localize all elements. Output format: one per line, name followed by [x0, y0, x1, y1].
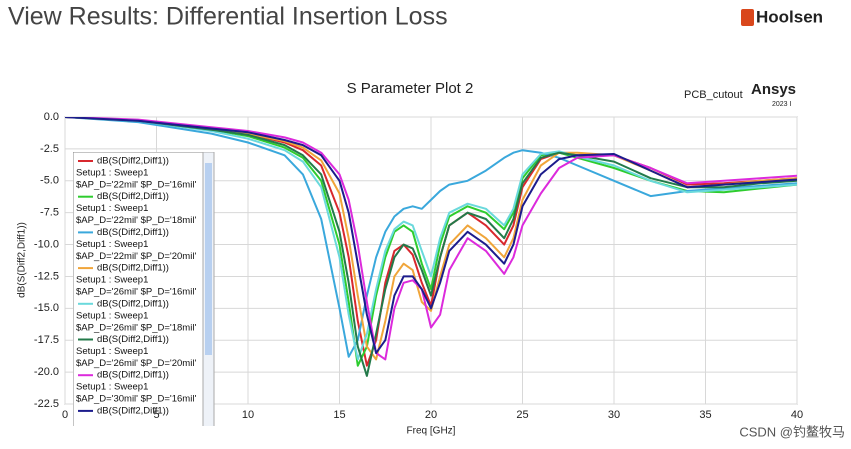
legend-label: dB(S(Diff2,Diff1)) [97, 156, 169, 167]
legend-label: dB(S(Diff2,Diff1)) [97, 191, 169, 202]
legend-setup: Setup1 : Sweep1 [76, 203, 148, 214]
legend-label: dB(S(Diff2,Diff1)) [97, 298, 169, 309]
legend-label: dB(S(Diff2,Diff1)) [97, 263, 169, 274]
series-line [65, 117, 797, 377]
legend-params: $AP_D='26mil' $P_D='16mil' [76, 287, 196, 298]
legend-params: $AP_D='22mil' $P_D='16mil' [76, 180, 196, 191]
slide-title: View Results: Differential Insertion Los… [8, 3, 448, 31]
logo: Hoolsen [756, 7, 823, 26]
x-tick-label: 35 [699, 409, 711, 421]
legend-box [73, 152, 204, 426]
x-tick-label: 20 [425, 409, 437, 421]
x-tick-label: 40 [791, 409, 803, 421]
version: 2023 I [772, 101, 792, 108]
y-tick-label: -15.0 [34, 302, 59, 314]
design-name: PCB_cutout [684, 89, 743, 101]
x-axis-label: Freq [GHz] [407, 426, 456, 437]
legend-params: $AP_D='26mil' $P_D='20mil' [76, 358, 196, 369]
logo-icon [741, 9, 754, 26]
legend-setup: Setup1 : Sweep1 [76, 239, 148, 250]
plot-lines [65, 117, 797, 377]
legend-label: dB(S(Diff2,Diff1)) [97, 405, 169, 416]
x-tick-label: 15 [333, 409, 345, 421]
chart-title: S Parameter Plot 2 [347, 80, 474, 97]
legend-setup: Setup1 : Sweep1 [76, 346, 148, 357]
y-tick-label: -7.5 [40, 207, 59, 219]
series-line [65, 117, 797, 358]
y-tick-label: -17.5 [34, 334, 59, 346]
legend-params: $AP_D='30mil' $P_D='16mil' [76, 394, 196, 405]
y-tick-label: 0.0 [44, 111, 59, 123]
x-tick-label: 0 [62, 409, 68, 421]
legend-params: $AP_D='26mil' $P_D='18mil' [76, 322, 196, 333]
x-tick-label: 25 [516, 409, 528, 421]
y-tick-label: -20.0 [34, 366, 59, 378]
legend-setup: Setup1 : Sweep1 [76, 310, 148, 321]
legend-label: dB(S(Diff2,Diff1)) [97, 334, 169, 345]
legend-label: dB(S(Diff2,Diff1)) [97, 370, 169, 381]
legend-params: $AP_D='22mil' $P_D='20mil' [76, 251, 196, 262]
y-tick-label: -5.0 [40, 175, 59, 187]
series-line [65, 117, 797, 361]
watermark: CSDN @钓鳌牧马 [739, 424, 845, 439]
legend-params: $AP_D='22mil' $P_D='18mil' [76, 215, 196, 226]
legend-setup: Setup1 : Sweep1 [76, 275, 148, 286]
brand: Ansys [751, 81, 796, 98]
x-tick-label: 5 [153, 409, 159, 421]
series-line [65, 117, 797, 367]
legend-label: dB(S(Diff2,Diff1)) [97, 227, 169, 238]
legend-scroll-thumb[interactable] [205, 163, 212, 355]
y-tick-label: -2.5 [40, 143, 59, 155]
series-line [65, 117, 797, 361]
y-tick-label: -22.5 [34, 398, 59, 410]
x-tick-label: 10 [242, 409, 254, 421]
series-line [65, 117, 797, 354]
legend-setup: Setup1 : Sweep1 [76, 382, 148, 393]
x-tick-label: 30 [608, 409, 620, 421]
legend: dB(S(Diff2,Diff1))Setup1 : Sweep1$AP_D='… [73, 152, 215, 426]
y-tick-label: -12.5 [34, 270, 59, 282]
y-tick-label: -10.0 [34, 238, 59, 250]
legend-setup: Setup1 : Sweep1 [76, 168, 148, 179]
y-axis-label: dB(S(Diff2,Diff1)) [17, 222, 28, 298]
